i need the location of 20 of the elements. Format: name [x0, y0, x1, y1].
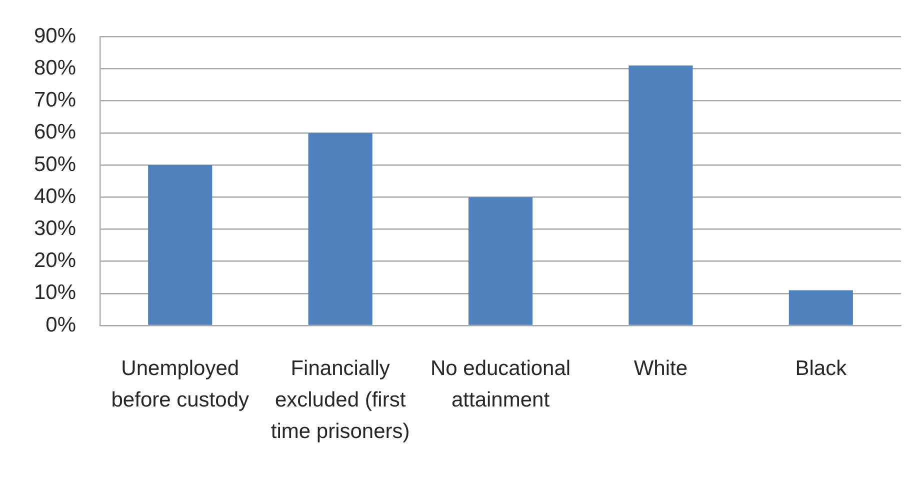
y-tick-label: 80% [34, 56, 76, 80]
y-tick-label: 20% [34, 249, 76, 272]
bar [148, 165, 212, 325]
x-tick-label: No educational attainment [430, 357, 571, 412]
y-tick-label: 10% [34, 281, 76, 304]
x-tick-label: Black [795, 357, 848, 380]
x-tick-label: White [634, 357, 688, 380]
bar [308, 132, 372, 325]
y-tick-label: 60% [34, 120, 76, 144]
y-tick-label: 40% [34, 184, 76, 208]
y-tick-label: 70% [34, 88, 76, 112]
x-tick-label: Unemployed before custody [111, 357, 250, 412]
y-tick-label: 0% [46, 313, 76, 336]
y-tick-label: 90% [34, 24, 76, 48]
bar [628, 65, 693, 325]
bar [468, 197, 533, 325]
x-tick-label: Financially excluded (first time prisoners) [270, 357, 410, 444]
y-tick-label: 30% [34, 216, 76, 240]
bar [788, 290, 853, 325]
y-tick-label: 50% [34, 152, 76, 176]
